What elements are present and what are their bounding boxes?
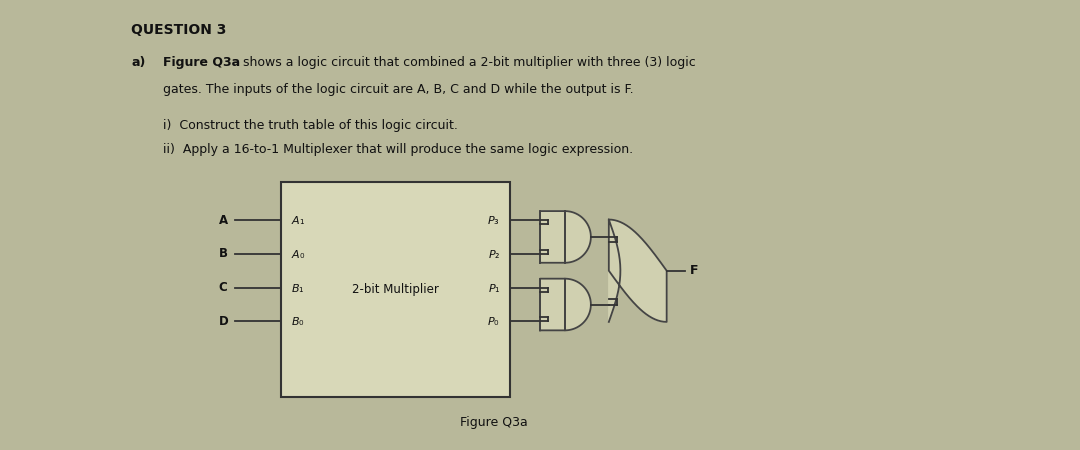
Text: $P₃$: $P₃$ — [487, 214, 500, 226]
Text: $B₀$: $B₀$ — [291, 315, 305, 328]
Text: $P₂$: $P₂$ — [487, 248, 500, 260]
Text: C: C — [219, 281, 228, 294]
Text: QUESTION 3: QUESTION 3 — [131, 23, 227, 37]
Text: i)  Construct the truth table of this logic circuit.: i) Construct the truth table of this log… — [163, 119, 458, 132]
Text: Figure Q3a: Figure Q3a — [163, 56, 240, 69]
Text: A: A — [219, 214, 228, 226]
Polygon shape — [540, 211, 591, 263]
Text: D: D — [219, 315, 229, 328]
Bar — [281, 182, 510, 397]
Polygon shape — [540, 279, 591, 330]
Text: 2-bit Multiplier: 2-bit Multiplier — [352, 283, 438, 296]
Polygon shape — [609, 220, 666, 322]
Text: $A₁$: $A₁$ — [291, 214, 305, 226]
Text: a): a) — [131, 56, 146, 69]
Text: gates. The inputs of the logic circuit are A, B, C and D while the output is F.: gates. The inputs of the logic circuit a… — [163, 83, 634, 96]
Text: F: F — [690, 264, 698, 277]
Text: $P₀$: $P₀$ — [487, 315, 500, 328]
Text: $A₀$: $A₀$ — [291, 248, 305, 260]
Text: shows a logic circuit that combined a 2-bit multiplier with three (3) logic: shows a logic circuit that combined a 2-… — [239, 56, 696, 69]
Text: $B₁$: $B₁$ — [291, 282, 305, 293]
Text: B: B — [219, 248, 228, 260]
Text: Figure Q3a: Figure Q3a — [460, 416, 527, 429]
Text: $P₁$: $P₁$ — [487, 282, 500, 293]
Text: ii)  Apply a 16-to-1 Multiplexer that will produce the same logic expression.: ii) Apply a 16-to-1 Multiplexer that wil… — [163, 143, 633, 156]
